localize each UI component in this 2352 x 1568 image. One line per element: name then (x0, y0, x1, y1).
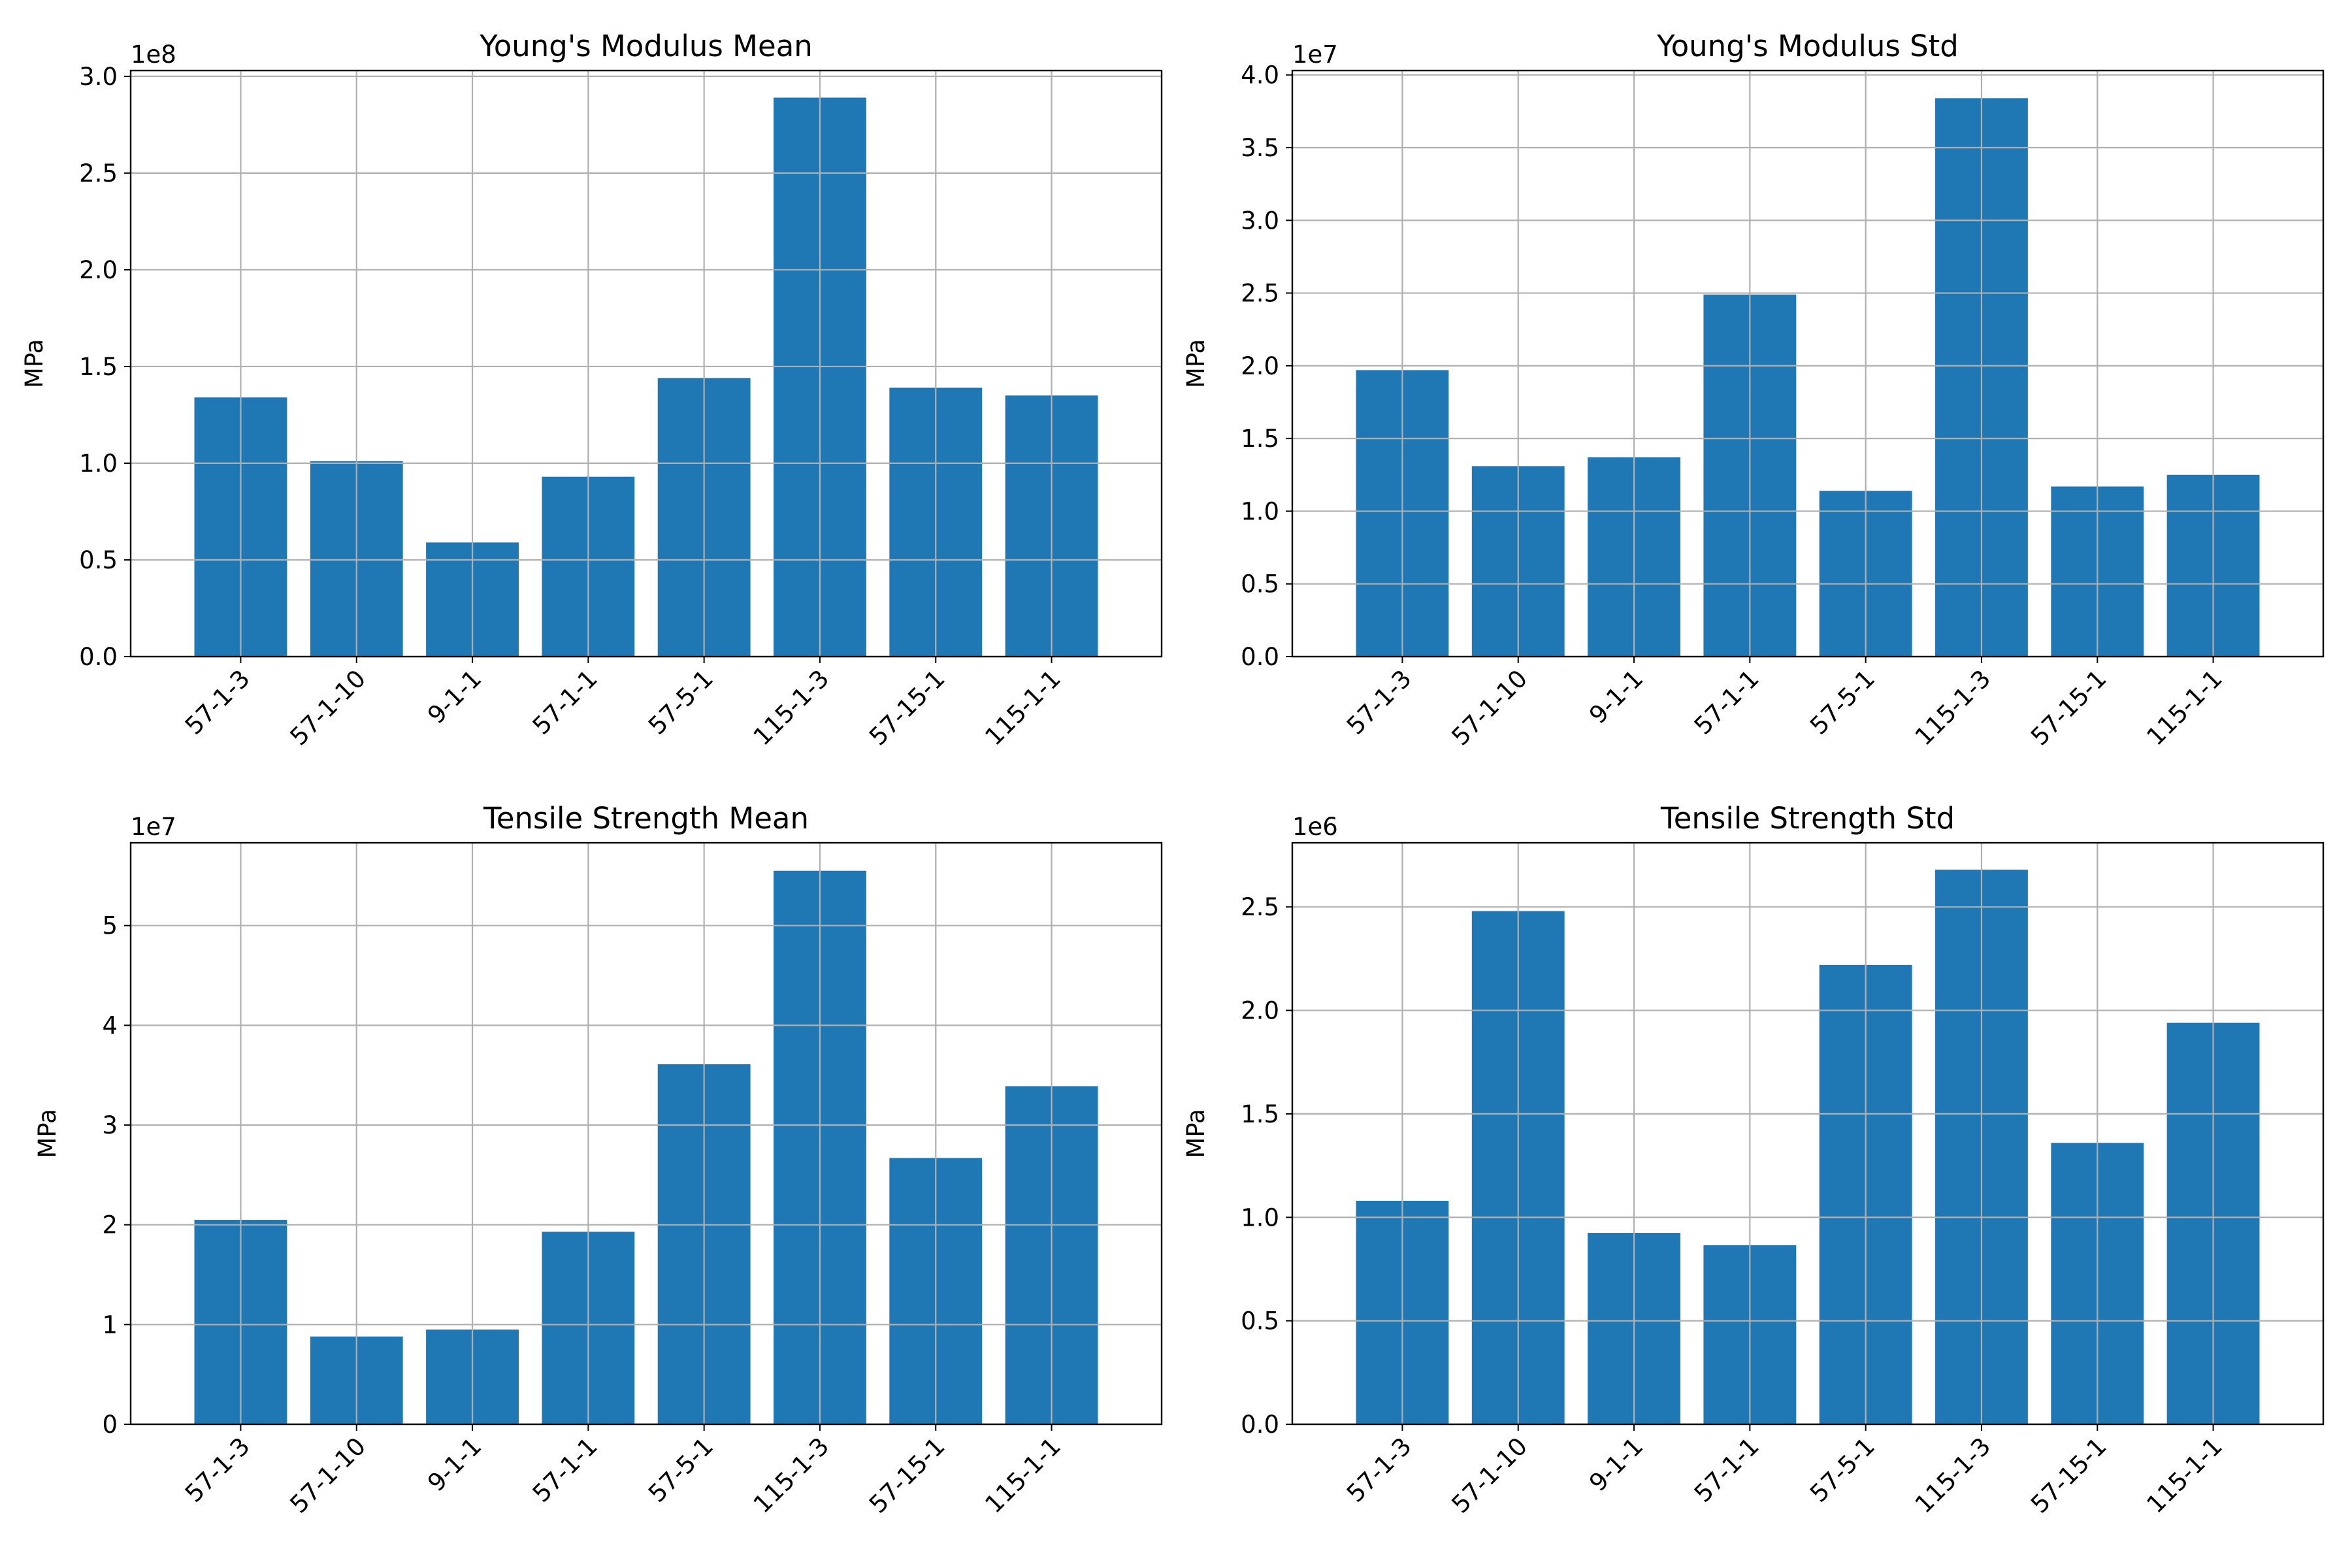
x-tick-label: 115-1-1 (979, 1432, 1066, 1519)
y-tick-label: 2.5 (79, 159, 118, 188)
x-tick-label: 57-5-1 (1805, 664, 1880, 740)
x-tick-label: 115-1-1 (979, 664, 1066, 751)
y-axis-label: MPa (20, 339, 48, 388)
offset-text: 1e7 (131, 813, 176, 841)
x-tick-label: 9-1-1 (422, 1432, 487, 1497)
offset-text: 1e6 (1292, 813, 1338, 841)
x-tick-label: 57-1-3 (180, 664, 255, 740)
x-tick-label: 57-5-1 (643, 664, 719, 740)
y-tick-label: 1.5 (1241, 425, 1279, 453)
x-tick-label: 115-1-1 (2141, 664, 2228, 751)
y-tick-label: 2.0 (1241, 352, 1279, 380)
y-tick-label: 2 (102, 1211, 118, 1239)
y-tick-label: 1.0 (79, 449, 118, 478)
x-tick-label: 57-1-10 (1446, 1432, 1533, 1519)
x-tick-label: 57-15-1 (2025, 664, 2112, 751)
x-tick-label: 57-1-10 (1446, 664, 1533, 751)
y-tick-label: 4 (102, 1011, 118, 1039)
y-tick-label: 2.5 (1241, 280, 1279, 308)
y-tick-label: 3.0 (79, 63, 118, 91)
y-tick-label: 1.5 (1241, 1100, 1279, 1128)
offset-text: 1e8 (131, 41, 176, 69)
axes-frame (1291, 841, 2325, 1426)
y-tick-label: 2.0 (1241, 997, 1279, 1025)
x-tick-label: 57-15-1 (864, 664, 951, 751)
x-tick-label: 57-1-1 (1689, 1432, 1765, 1508)
axes-frame (1291, 69, 2325, 658)
x-tick-label: 9-1-1 (1584, 664, 1648, 729)
chart-panel-2: 0.0 0.5 1.0 1.5 2.0 2.5 3.0 3.5 4.0 57-1-3 57-1-10… (1182, 29, 2325, 751)
y-tick-label: 3.5 (1241, 134, 1279, 162)
offset-text: 1e7 (1292, 41, 1338, 69)
x-tick-label: 57-1-3 (1341, 664, 1417, 740)
x-tick-label: 57-15-1 (864, 1432, 951, 1519)
y-tick-label: 0.5 (1241, 570, 1279, 598)
y-tick-label: 1.0 (1241, 497, 1279, 525)
x-tick-label: 115-1-3 (1910, 664, 1997, 751)
y-tick-label: 2.0 (79, 256, 118, 284)
x-tick-label: 115-1-1 (2141, 1432, 2228, 1519)
x-tick-label: 57-5-1 (643, 1432, 719, 1508)
y-axis-label: MPa (1182, 1109, 1210, 1158)
y-tick-label: 4.0 (1241, 61, 1279, 90)
y-tick-label: 0.0 (1241, 643, 1279, 671)
x-tick-label: 115-1-3 (748, 1432, 835, 1519)
x-tick-label: 57-5-1 (1805, 1432, 1880, 1508)
x-tick-label: 57-1-3 (180, 1432, 255, 1508)
y-tick-label: 0.0 (79, 643, 118, 671)
x-tick-label: 57-1-1 (527, 664, 603, 740)
chart-title: Young's Modulus Mean (479, 29, 813, 63)
y-axis-label: MPa (1182, 339, 1210, 388)
x-tick-label: 57-1-10 (285, 664, 372, 751)
y-tick-label: 1.5 (79, 353, 118, 381)
y-tick-label: 3 (102, 1111, 118, 1139)
chart-title: Young's Modulus Std (1656, 29, 1959, 63)
y-tick-label: 1.0 (1241, 1203, 1279, 1232)
x-tick-label: 115-1-3 (1910, 1432, 1997, 1519)
axes-frame (129, 69, 1163, 658)
x-tick-label: 57-15-1 (2025, 1432, 2112, 1519)
y-tick-label: 0.5 (1241, 1307, 1279, 1335)
chart-panel-4: 0.0 0.5 1.0 1.5 2.0 2.5 57-1-3 57-1-10 9-1-1 57-1… (1182, 801, 2325, 1519)
y-tick-label: 0 (102, 1411, 118, 1439)
y-tick-label: 2.5 (1241, 893, 1279, 921)
x-tick-label: 57-1-1 (527, 1432, 603, 1508)
y-tick-label: 5 (102, 912, 118, 940)
x-tick-label: 9-1-1 (1584, 1432, 1648, 1497)
x-tick-label: 115-1-3 (748, 664, 835, 751)
y-axis-label: MPa (33, 1109, 61, 1158)
chart-panel-1: 0.0 0.5 1.0 1.5 2.0 2.5 3.0 57-1-3 57-1-10 9-1-1 5… (20, 29, 1163, 751)
x-tick-label: 9-1-1 (422, 664, 487, 729)
x-tick-label: 57-1-10 (285, 1432, 372, 1519)
chart-panel-3: 0 1 2 3 4 5 57-1-3 57-1-10 9-1-1 57-1-1 57-5-1 115-… (33, 801, 1163, 1519)
y-tick-label: 0.0 (1241, 1411, 1279, 1439)
y-tick-label: 0.5 (79, 546, 118, 574)
y-tick-label: 1 (102, 1311, 118, 1339)
chart-title: Tensile Strength Mean (483, 801, 809, 836)
axes-frame (129, 841, 1163, 1426)
x-tick-label: 57-1-1 (1689, 664, 1765, 740)
chart-title: Tensile Strength Std (1660, 801, 1955, 836)
x-tick-label: 57-1-3 (1341, 1432, 1417, 1508)
y-tick-label: 3.0 (1241, 206, 1279, 235)
